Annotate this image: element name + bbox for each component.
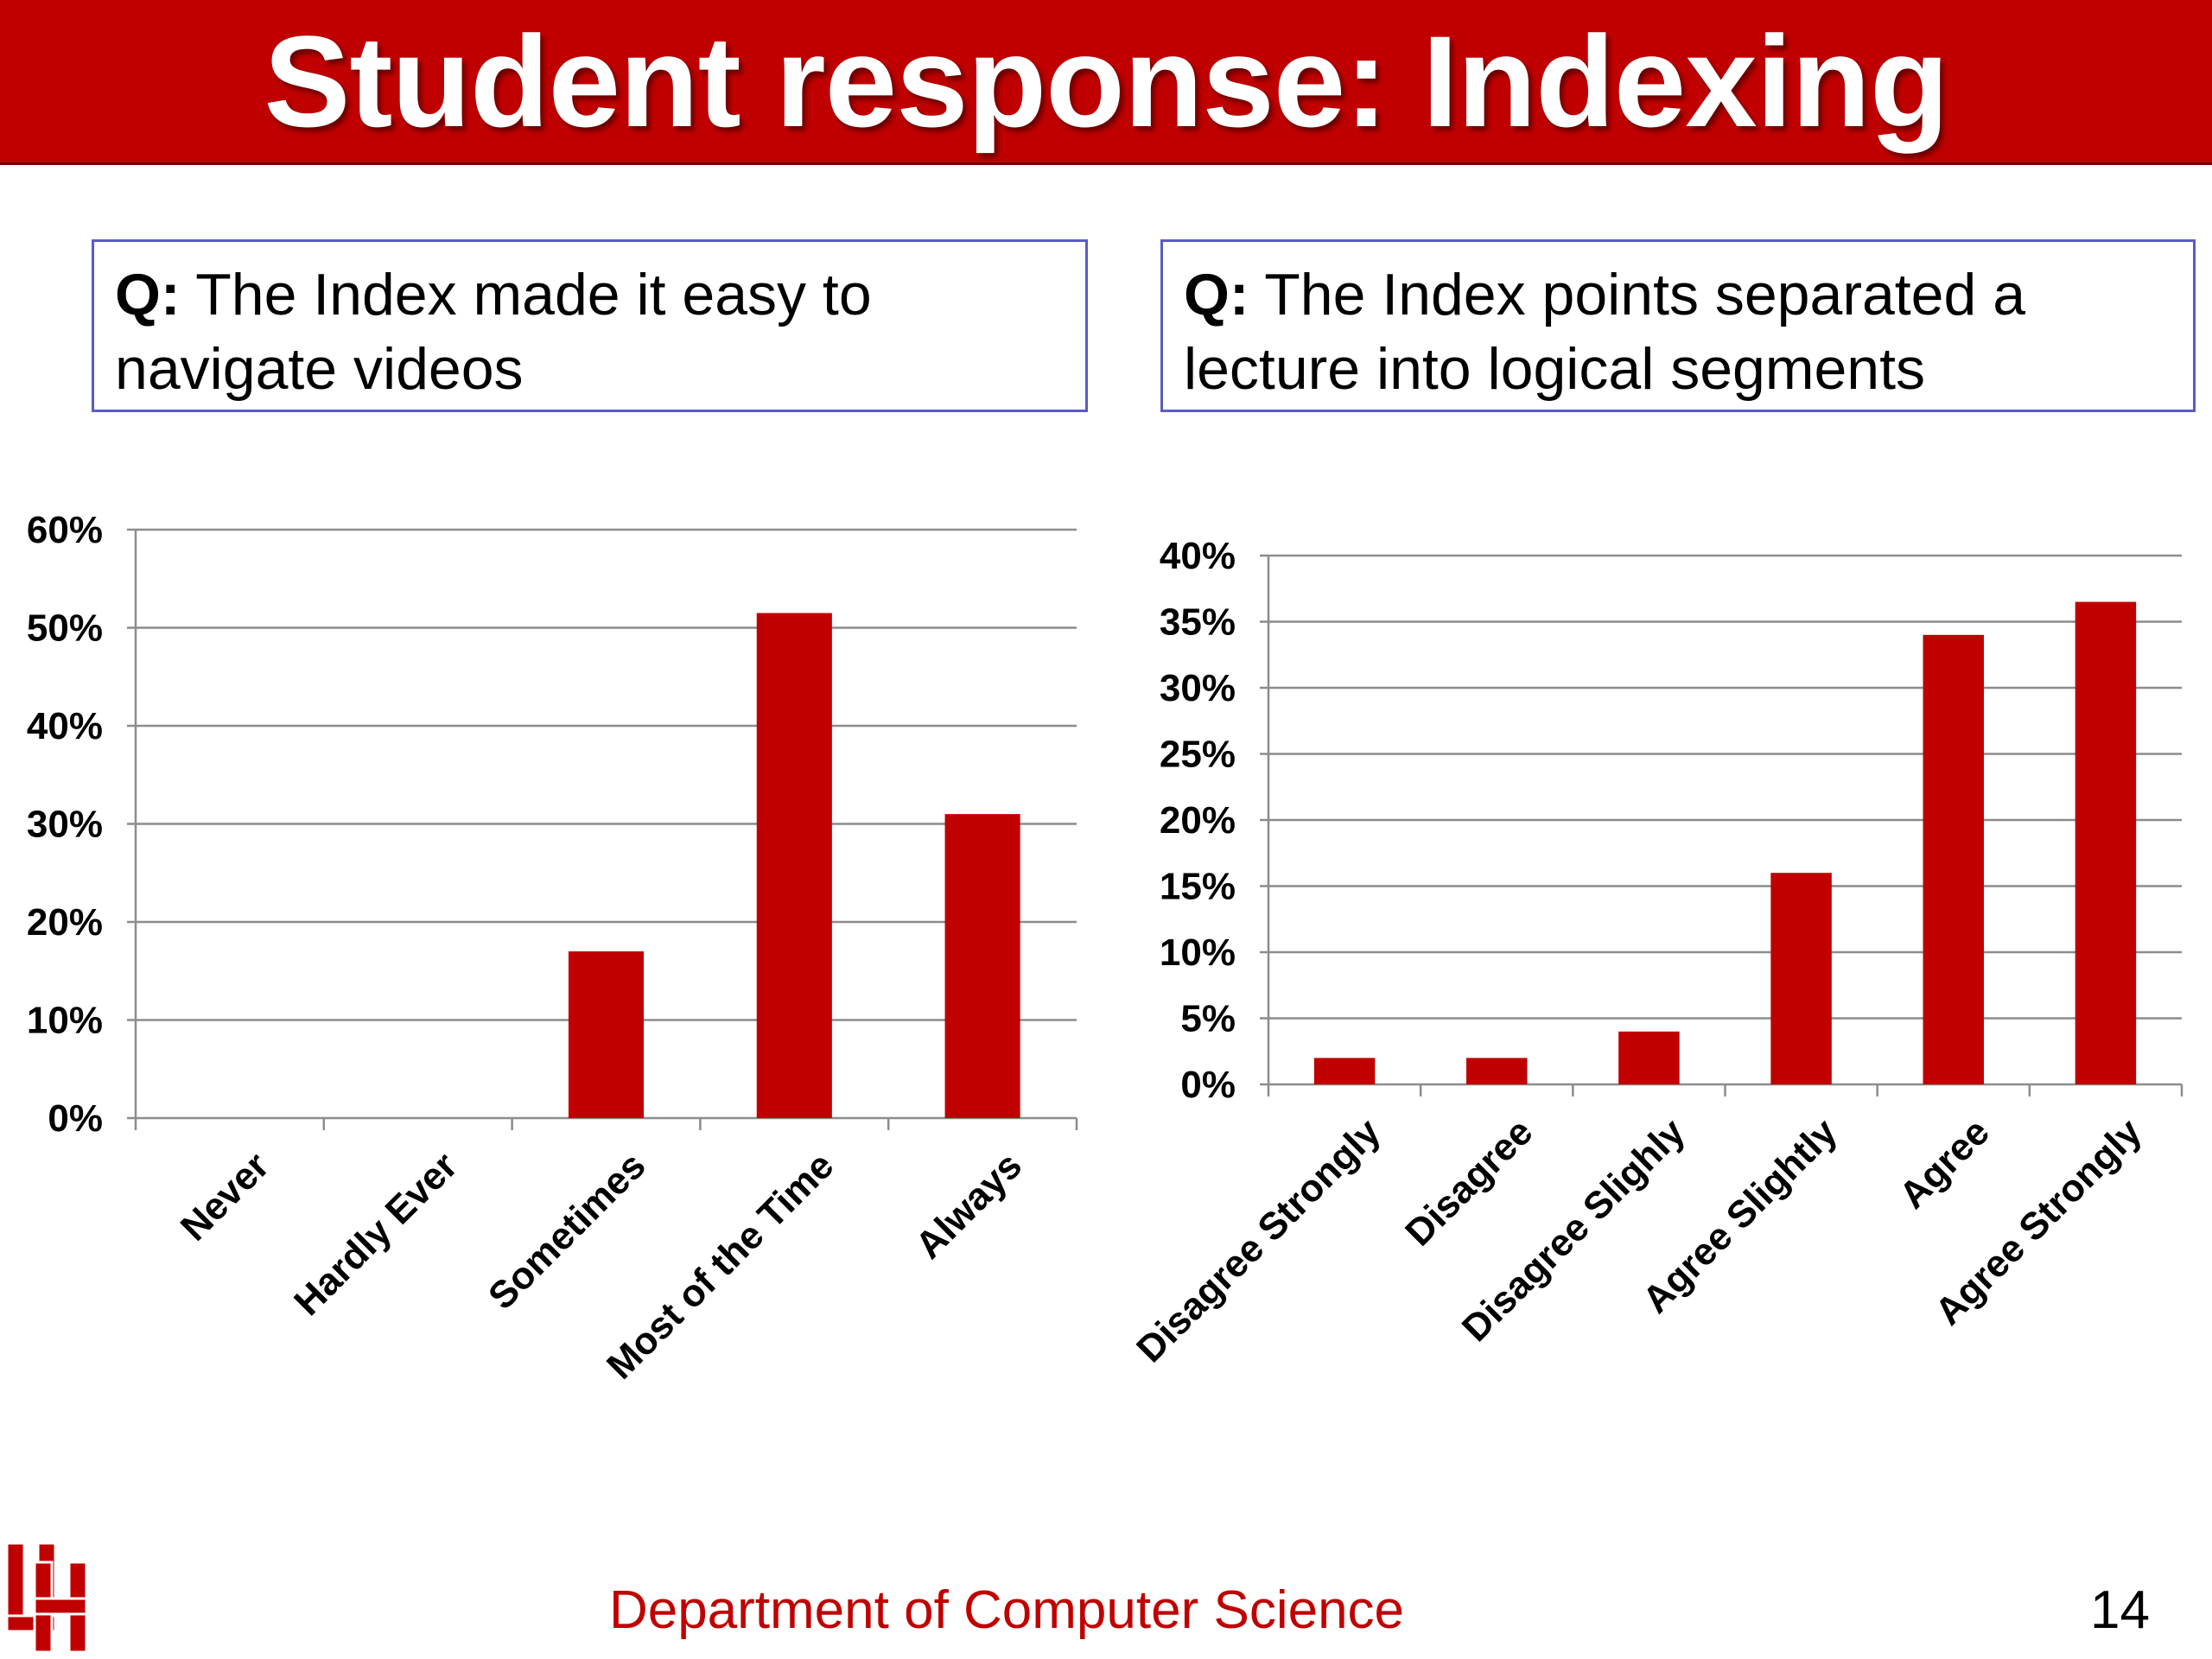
question-box-2: Q: The Index points separated a lecture … (1160, 239, 2196, 412)
chart2-ytick-label: 35% (1160, 601, 1236, 644)
chart2-ytick-label: 40% (1160, 535, 1236, 577)
chart1-ytick-label: 40% (27, 705, 103, 747)
chart2-bar (1313, 1058, 1376, 1084)
chart1-ytick-label: 60% (27, 509, 103, 551)
chart2-category-label: Disagree Strongly (1128, 1110, 1389, 1370)
question-1-text: The Index made it easy to navigate video… (115, 262, 872, 402)
question-2-text: The Index points separated a lecture int… (1184, 262, 2026, 402)
university-logo (5, 1541, 88, 1654)
chart2-ytick-label: 25% (1160, 734, 1236, 776)
chart2-ytick-label: 10% (1160, 931, 1236, 974)
chart2-category-label: Disagree (1397, 1110, 1541, 1254)
footer-department: Department of Computer Science (608, 1580, 1405, 1640)
chart2-ytick-label: 15% (1160, 866, 1236, 908)
chart2-bar (1770, 873, 1832, 1084)
question-2-prefix: Q: (1184, 262, 1249, 327)
chart2-bar (2075, 601, 2137, 1084)
page-number: 14 (2090, 1580, 2150, 1640)
question-1-prefix: Q: (115, 262, 181, 327)
chart1-bar (944, 814, 1020, 1118)
chart2-ytick-label: 20% (1160, 799, 1236, 842)
chart2-category-label: Agree (1891, 1110, 1998, 1217)
chart2-bar (1923, 634, 1984, 1084)
chart2-bar (1618, 1031, 1680, 1084)
chart2-ytick-label: 5% (1180, 998, 1236, 1040)
chart1-ytick-label: 30% (27, 804, 103, 846)
chart2-ytick-label: 30% (1160, 667, 1236, 709)
chart1-ytick-label: 0% (48, 1097, 103, 1140)
question-box-1: Q: The Index made it easy to navigate vi… (92, 239, 1088, 412)
chart1-ytick-label: 50% (27, 607, 103, 650)
chart1-ytick-label: 20% (27, 901, 103, 944)
chart2-ytick-label: 0% (1180, 1064, 1236, 1106)
chart2-bar (1466, 1058, 1528, 1084)
title-bar: Student response: Indexing (0, 0, 2212, 165)
chart1-bar (756, 613, 832, 1118)
chart1-ytick-label: 10% (27, 1000, 103, 1042)
chart1-bar (568, 951, 645, 1118)
slide-title: Student response: Indexing (264, 8, 1948, 154)
